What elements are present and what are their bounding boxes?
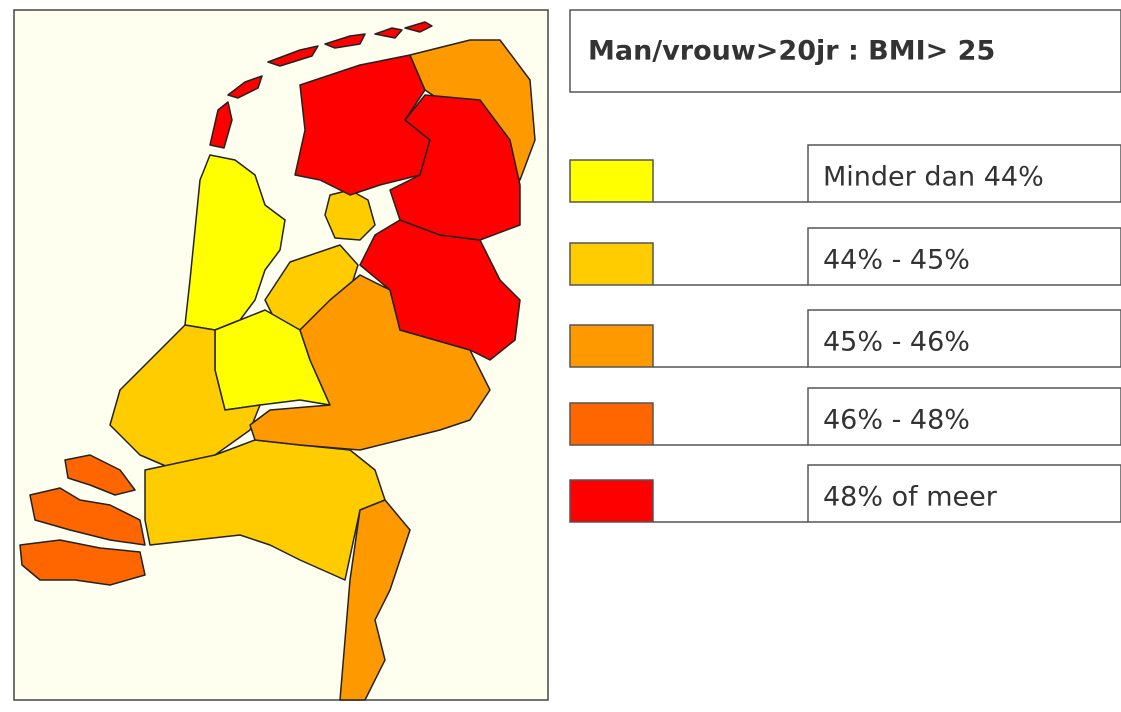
legend-label: 44% - 45% xyxy=(823,245,970,276)
zeeland xyxy=(19,454,146,586)
drenthe xyxy=(389,94,521,241)
swatch xyxy=(569,479,654,523)
legend-label: 46% - 48% xyxy=(823,405,970,436)
label-box xyxy=(807,387,1121,446)
noord-holland xyxy=(184,154,286,331)
title: Man/vrouw>20jr : BMI> 25 xyxy=(588,36,995,67)
swatch xyxy=(569,402,654,446)
limburg xyxy=(339,499,411,701)
legend: Minder dan 44% 44% - 45% 45% - 46% 46% - 48… xyxy=(569,144,1121,523)
label-box xyxy=(807,309,1121,368)
title-box xyxy=(569,9,1121,93)
label-box xyxy=(807,464,1121,523)
label-box xyxy=(807,144,1121,203)
legend-label: Minder dan 44% xyxy=(823,162,1044,193)
map xyxy=(13,9,549,701)
wadden-islands xyxy=(209,21,433,149)
swatch xyxy=(569,242,654,286)
legend-label: 45% - 46% xyxy=(823,327,970,358)
label-box xyxy=(807,227,1121,286)
legend-label: 48% of meer xyxy=(823,482,998,513)
gelderland xyxy=(249,274,491,451)
swatch xyxy=(569,324,654,368)
swatch xyxy=(569,159,654,203)
